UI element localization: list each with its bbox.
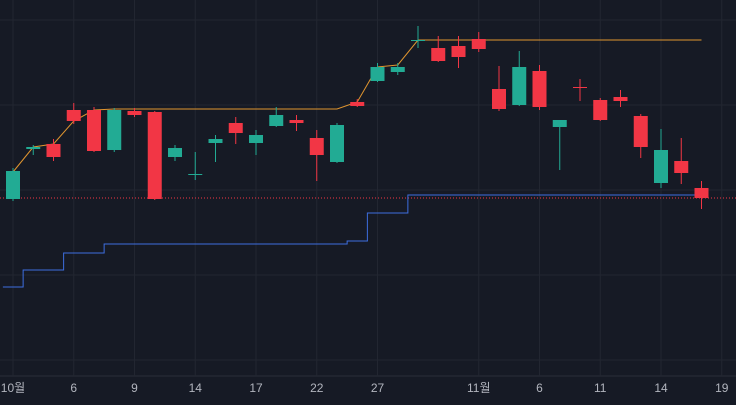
candle-body: [512, 67, 527, 105]
candle-body: [350, 102, 365, 106]
candle-body: [127, 111, 142, 115]
candle-body: [552, 120, 567, 127]
candle-body: [451, 46, 466, 57]
candle-body: [370, 67, 385, 81]
candle-body: [694, 188, 709, 198]
x-tick-label: 6: [536, 381, 543, 395]
candle-body: [390, 67, 405, 72]
candle-body: [309, 138, 324, 155]
x-tick-label: 22: [310, 381, 324, 395]
candle-body: [249, 135, 263, 143]
x-tick-label: 11월: [467, 381, 491, 395]
candle-body: [46, 144, 61, 157]
x-tick-label: 14: [654, 381, 668, 395]
candle-body: [532, 71, 547, 107]
candle-body: [26, 147, 41, 149]
candle-body: [107, 110, 122, 150]
candle-body: [228, 123, 243, 133]
candle-body: [208, 139, 223, 143]
candle-body: [330, 125, 344, 162]
candle-body: [674, 161, 689, 173]
candle-body: [431, 48, 446, 61]
candle-body: [87, 110, 101, 151]
x-tick-label: 19: [715, 381, 729, 395]
x-tick-label: 10월: [1, 381, 25, 395]
candle-body: [573, 87, 587, 88]
x-tick-label: 11: [594, 381, 607, 395]
candle-body: [492, 89, 506, 109]
candle-body: [269, 115, 284, 126]
candle-body: [593, 100, 608, 120]
indicator-line: [2, 194, 702, 288]
candle-body: [633, 116, 648, 147]
candle-body: [613, 97, 628, 101]
candle-body: [188, 174, 203, 175]
candle-body: [411, 40, 425, 41]
x-tick-label: 17: [249, 381, 263, 395]
candle-body: [168, 148, 182, 157]
candle-body: [289, 120, 304, 123]
candle-body: [6, 171, 20, 199]
x-tick-label: 6: [70, 381, 77, 395]
candle-body: [66, 110, 81, 121]
candle-body: [471, 39, 486, 49]
candle-body: [147, 112, 162, 199]
candle-body: [654, 150, 668, 183]
x-tick-label: 27: [371, 381, 385, 395]
x-tick-label: 9: [131, 381, 138, 395]
x-tick-label: 14: [189, 381, 203, 395]
